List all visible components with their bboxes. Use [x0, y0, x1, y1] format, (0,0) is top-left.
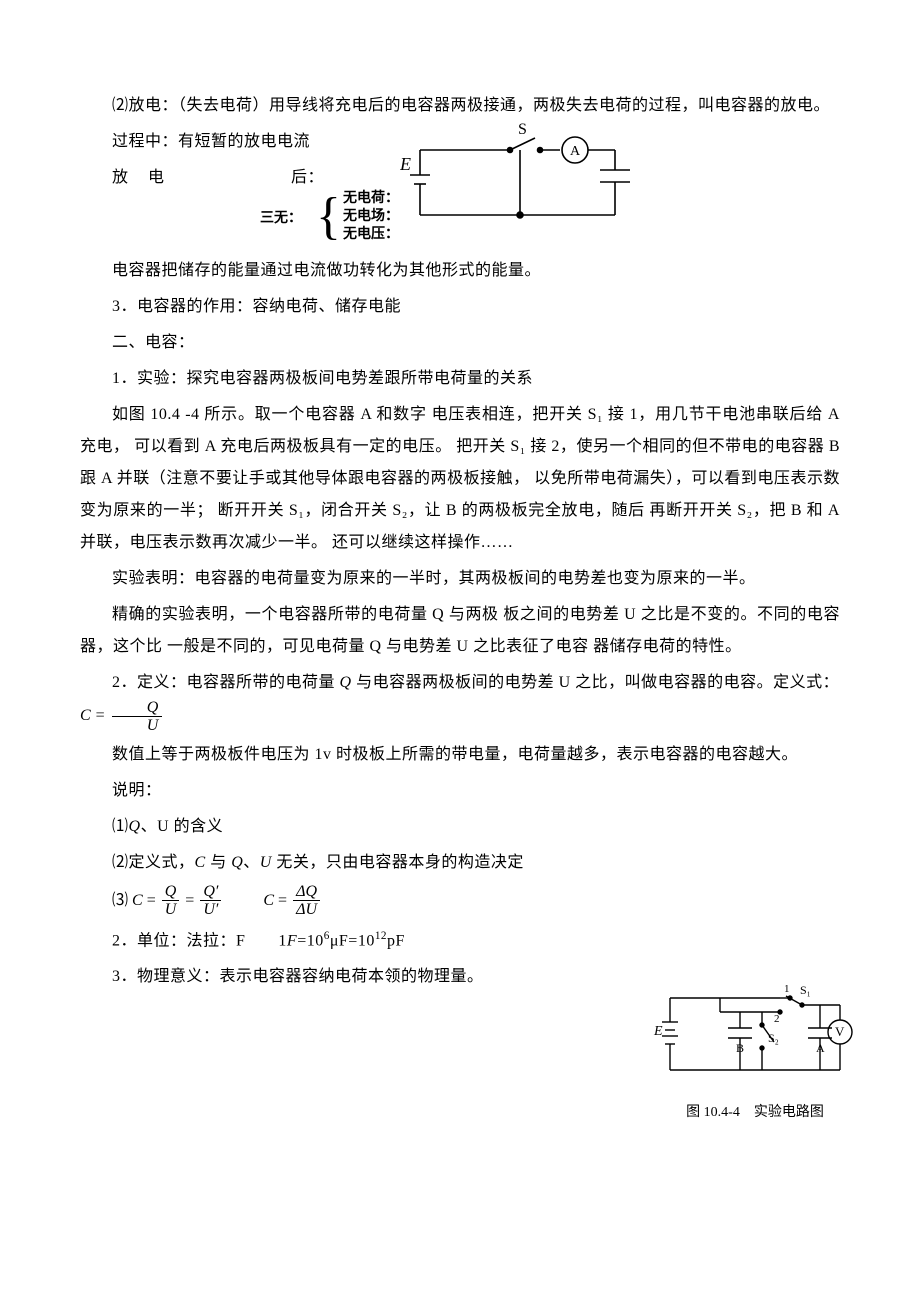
label-V: V [835, 1024, 845, 1039]
paragraph-energy-convert: 电容器把储存的能量通过电流做功转化为其他形式的能量。 [80, 255, 840, 287]
circuit-diagram-1: E S A [400, 120, 640, 245]
circuit-diagram-2: E 1 2 S₁ S₂ B A V 图 10.4-4 实验电路图 [650, 980, 860, 1121]
paragraph-experiment-title: 1．实验：探究电容器两极板间电势差跟所带电荷量的关系 [80, 363, 840, 395]
text-frag: 2．单位：法拉：F 1 [112, 932, 287, 949]
text-frag: ⑶ [112, 892, 128, 909]
label-A2: A [816, 1041, 825, 1055]
label-E2: E [653, 1024, 663, 1039]
label-B: B [736, 1041, 744, 1055]
text-frag: 、U 的含义 [141, 818, 224, 835]
note-3-formulas: ⑶ C = QU = Q′U′ C = ΔQΔU [112, 883, 840, 919]
label-E: E [400, 154, 411, 174]
note-2: ⑵定义式，C 与 Q、U 无关，只由电容器本身的构造决定 [80, 847, 840, 879]
text-frag: 与 [206, 854, 232, 871]
note-1: ⑴Q、U 的含义 [80, 811, 840, 843]
label-S2: S₂ [768, 1031, 779, 1045]
text-frag: ⑴ [112, 818, 129, 835]
brace-item: 无电压： [343, 226, 399, 244]
paragraph-function: 3．电容器的作用：容纳电荷、储存电能 [80, 291, 840, 323]
brace-item: 无电荷： [343, 190, 399, 208]
label-after: 后： [291, 169, 324, 186]
label-A: A [570, 144, 581, 159]
text-frag: 无关，只由电容器本身的构造决定 [272, 854, 524, 871]
heading-capacitance: 二、电容： [80, 327, 840, 359]
label-S: S [518, 121, 527, 138]
circuit2-caption: 图 10.4-4 实验电路图 [650, 1101, 860, 1121]
text-sup: 12 [375, 930, 387, 942]
label-n1: 1 [784, 983, 790, 995]
paragraph-notes-head: 说明： [80, 775, 840, 807]
formula-3b: C = ΔQΔU [263, 883, 322, 919]
brace-icon: { [316, 191, 341, 243]
text-frag: 、 [243, 854, 260, 871]
text-frag: μF=10 [330, 932, 375, 949]
label-n2: 2 [774, 1013, 780, 1025]
paragraph-result-1: 实验表明：电容器的电荷量变为原来的一半时，其两极板间的电势差也变为原来的一半。 [80, 563, 840, 595]
paragraph-numeric-meaning: 数值上等于两极板件电压为 1v 时极板上所需的带电量，电荷量越多，表示电容器的电… [80, 739, 840, 771]
formula-definition: C = QU [80, 707, 164, 724]
brace-item: 无电场： [343, 208, 399, 226]
label-discharge: 放 电 [112, 169, 172, 186]
paragraph-definition: 2．定义：电容器所带的电荷量 Q 与电容器两极板间的电势差 U 之比，叫做电容器… [80, 667, 840, 735]
text-frag: 2．定义：电容器所带的电荷量 [112, 674, 340, 691]
text-frag: 与电容器两极板间的电势差 U 之比，叫做电容器的电容。定义式： [352, 674, 840, 691]
paragraph-result-2: 精确的实验表明，一个电容器所带的电荷量 Q 与两极 板之间的电势差 U 之比是不… [80, 599, 840, 663]
label-three-none: 三无： [260, 207, 302, 227]
text-frag: ⑵定义式， [112, 854, 195, 871]
paragraph-unit: 2．单位：法拉：F 1F=106μF=1012pF [80, 925, 840, 957]
formula-3a: C = QU = Q′U′ [128, 892, 223, 909]
label-S1: S₁ [800, 983, 811, 997]
text-frag: =10 [297, 932, 324, 949]
text-frag: pF [387, 932, 405, 949]
paragraph-discharge-def: ⑵放电：（失去电荷）用导线将充电后的电容器两极接通，两极失去电荷的过程，叫电容器… [80, 90, 840, 122]
paragraph-experiment-body: 如图 10.4 -4 所示。取一个电容器 A 和数字 电压表相连，把开关 S₁ … [80, 399, 840, 559]
